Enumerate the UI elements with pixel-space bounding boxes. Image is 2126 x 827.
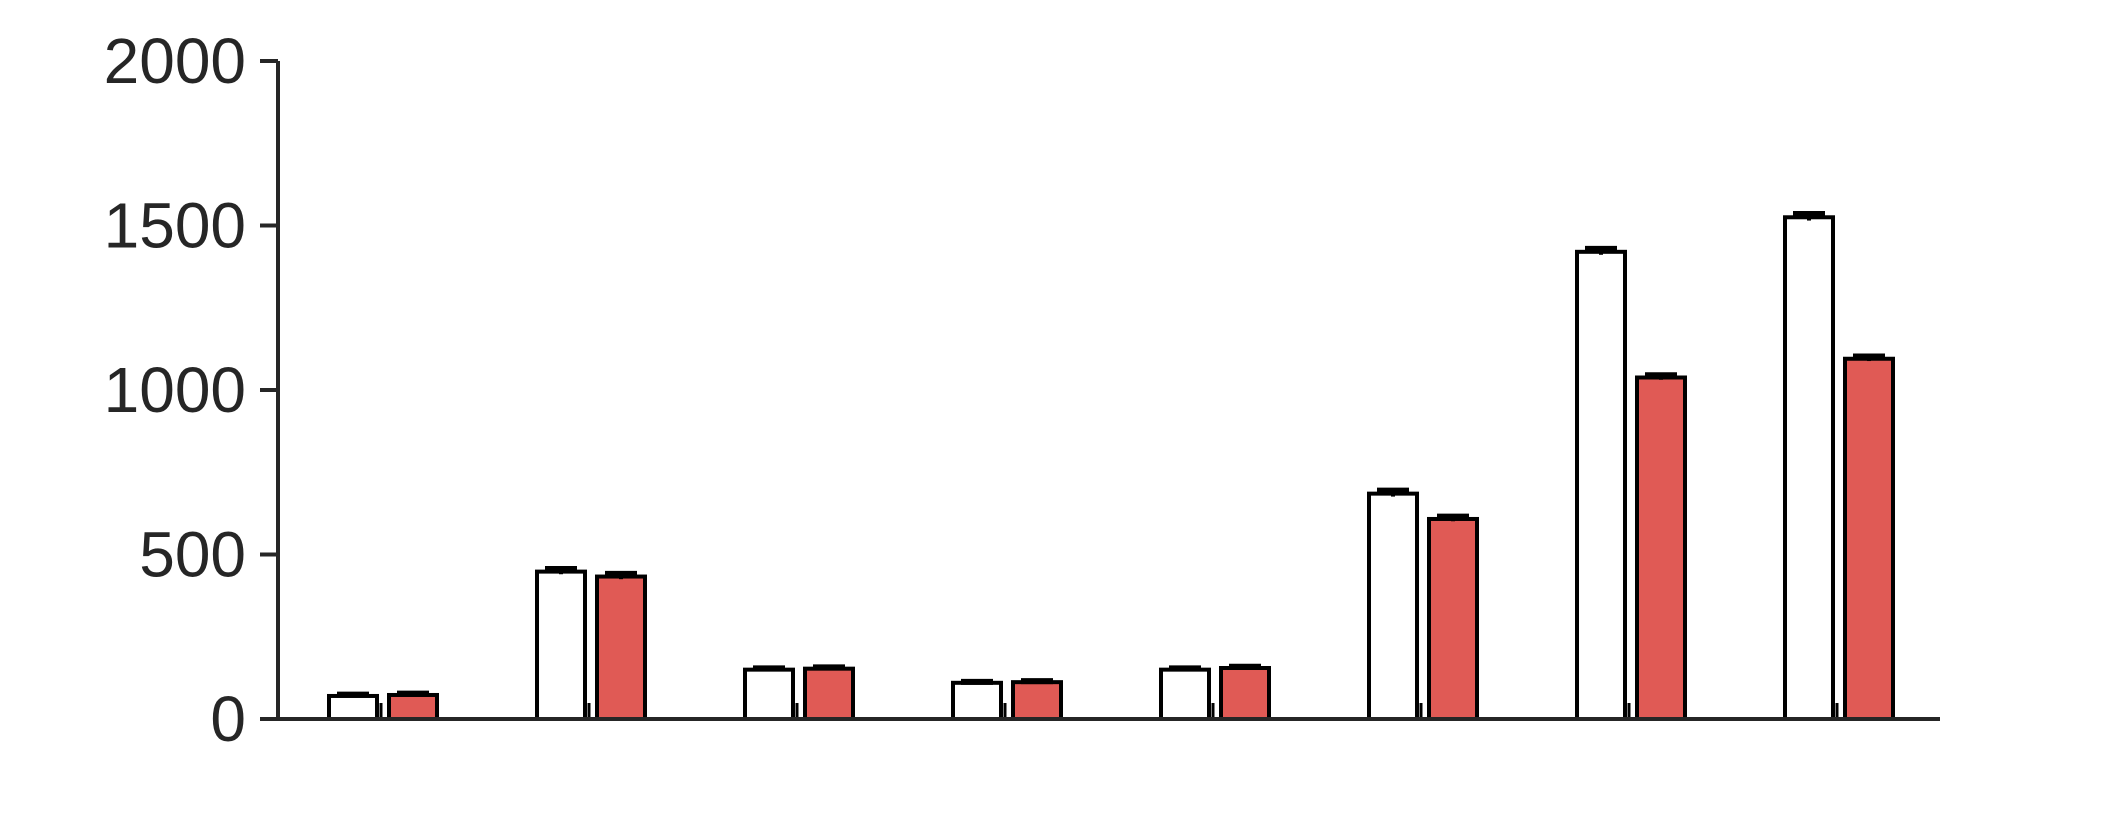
y-tick-label-500: 500 xyxy=(139,519,246,591)
bar-series1-cat6 xyxy=(1367,491,1419,722)
bar-series2-cat1 xyxy=(387,692,439,721)
bar-series1-cat3 xyxy=(743,667,795,722)
axes-layer: 0 500 1000 1500 2000 xyxy=(104,25,1940,755)
y-tick-label-1500: 1500 xyxy=(104,190,246,262)
bar-series2-cat7 xyxy=(1635,375,1687,721)
bar-series2-cat6 xyxy=(1427,516,1479,722)
bar-series1-cat1 xyxy=(327,693,379,721)
bars-layer xyxy=(327,210,1895,722)
bar-series2-cat2 xyxy=(595,574,647,722)
bar-series1-cat8 xyxy=(1783,215,1835,721)
bar-series2-cat8 xyxy=(1843,356,1895,721)
bar-series2-cat4 xyxy=(1011,680,1063,721)
bar-series1-cat5 xyxy=(1159,667,1211,722)
bar-series1-cat2 xyxy=(535,569,587,721)
bar-series2-cat3 xyxy=(803,666,855,722)
bar-series1-cat4 xyxy=(951,680,1003,721)
bar-series2-cat5 xyxy=(1219,666,1271,722)
bar-series1-cat7 xyxy=(1575,249,1627,721)
y-tick-label-1000: 1000 xyxy=(104,354,246,426)
y-tick-label-0: 0 xyxy=(210,683,246,755)
y-tick-label-2000: 2000 xyxy=(104,25,246,97)
